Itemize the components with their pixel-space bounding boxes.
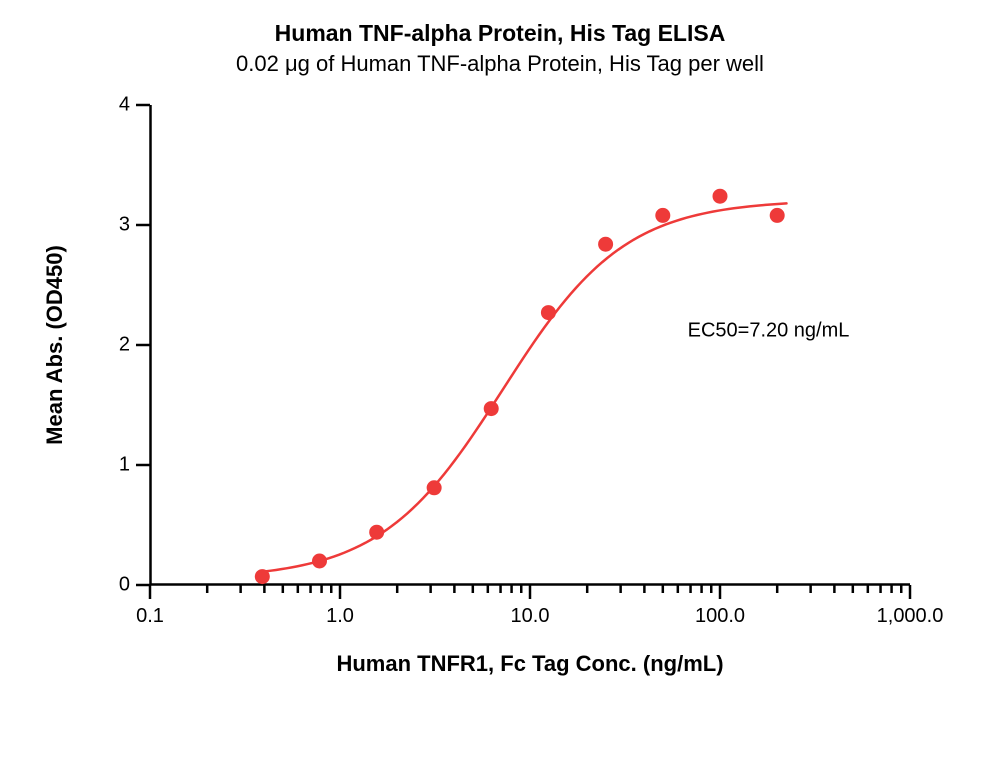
x-tick-label: 1.0	[326, 605, 354, 628]
chart-title-sub: 0.02 μg of Human TNF-alpha Protein, His …	[0, 51, 1000, 77]
y-tick-label: 3	[119, 214, 130, 237]
y-tick-label: 1	[119, 454, 130, 477]
x-tick-label: 100.0	[695, 605, 745, 628]
x-tick-label: 10.0	[511, 605, 550, 628]
title-block: Human TNF-alpha Protein, His Tag ELISA 0…	[0, 20, 1000, 77]
x-axis-label: Human TNFR1, Fc Tag Conc. (ng/mL)	[150, 651, 910, 677]
y-tick-label: 4	[119, 94, 130, 117]
y-tick-label: 0	[119, 574, 130, 597]
x-tick-label: 1,000.0	[877, 605, 944, 628]
y-tick-label: 2	[119, 334, 130, 357]
plot-area	[150, 105, 910, 585]
chart-container: Human TNF-alpha Protein, His Tag ELISA 0…	[0, 0, 1000, 759]
x-tick-label: 0.1	[136, 605, 164, 628]
chart-title-main: Human TNF-alpha Protein, His Tag ELISA	[0, 20, 1000, 47]
ec50-annotation: EC50=7.20 ng/mL	[688, 319, 850, 342]
y-axis-label: Mean Abs. (OD450)	[42, 245, 68, 445]
